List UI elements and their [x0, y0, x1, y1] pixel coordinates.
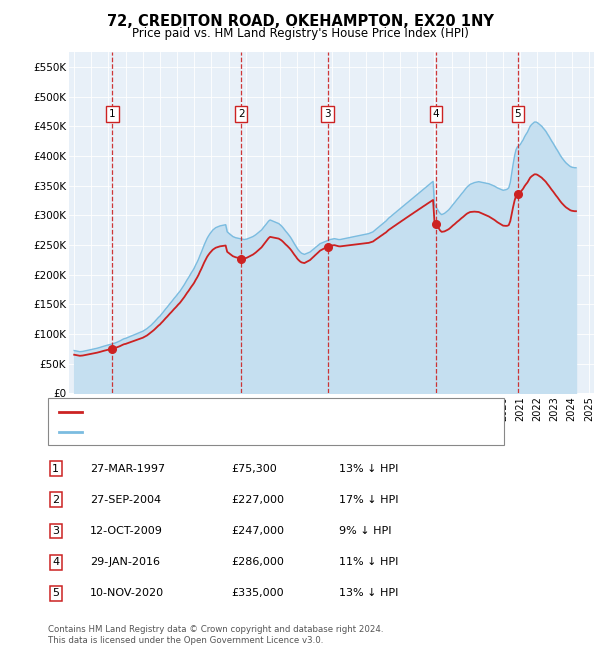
Text: 17% ↓ HPI: 17% ↓ HPI	[339, 495, 398, 505]
Text: £335,000: £335,000	[231, 588, 284, 599]
Text: 27-SEP-2004: 27-SEP-2004	[90, 495, 161, 505]
Text: 72, CREDITON ROAD, OKEHAMPTON, EX20 1NY: 72, CREDITON ROAD, OKEHAMPTON, EX20 1NY	[107, 14, 493, 29]
Text: £286,000: £286,000	[231, 557, 284, 567]
Text: 27-MAR-1997: 27-MAR-1997	[90, 463, 165, 474]
Text: 2: 2	[52, 495, 59, 505]
Text: 72, CREDITON ROAD, OKEHAMPTON, EX20 1NY (detached house): 72, CREDITON ROAD, OKEHAMPTON, EX20 1NY …	[86, 406, 412, 417]
Text: 13% ↓ HPI: 13% ↓ HPI	[339, 463, 398, 474]
Text: 1: 1	[52, 463, 59, 474]
Text: 12-OCT-2009: 12-OCT-2009	[90, 526, 163, 536]
Text: 29-JAN-2016: 29-JAN-2016	[90, 557, 160, 567]
Text: 11% ↓ HPI: 11% ↓ HPI	[339, 557, 398, 567]
Text: £247,000: £247,000	[231, 526, 284, 536]
Text: 3: 3	[52, 526, 59, 536]
Text: 5: 5	[52, 588, 59, 599]
Text: 13% ↓ HPI: 13% ↓ HPI	[339, 588, 398, 599]
Text: £75,300: £75,300	[231, 463, 277, 474]
Text: £227,000: £227,000	[231, 495, 284, 505]
Text: 2: 2	[238, 109, 245, 120]
Text: 4: 4	[433, 109, 439, 120]
Text: HPI: Average price, detached house, West Devon: HPI: Average price, detached house, West…	[86, 427, 330, 437]
Text: 1: 1	[109, 109, 116, 120]
Text: 3: 3	[325, 109, 331, 120]
Text: 10-NOV-2020: 10-NOV-2020	[90, 588, 164, 599]
Text: 9% ↓ HPI: 9% ↓ HPI	[339, 526, 391, 536]
Text: 4: 4	[52, 557, 59, 567]
Text: Contains HM Land Registry data © Crown copyright and database right 2024.
This d: Contains HM Land Registry data © Crown c…	[48, 625, 383, 645]
Text: Price paid vs. HM Land Registry's House Price Index (HPI): Price paid vs. HM Land Registry's House …	[131, 27, 469, 40]
Text: 5: 5	[515, 109, 521, 120]
